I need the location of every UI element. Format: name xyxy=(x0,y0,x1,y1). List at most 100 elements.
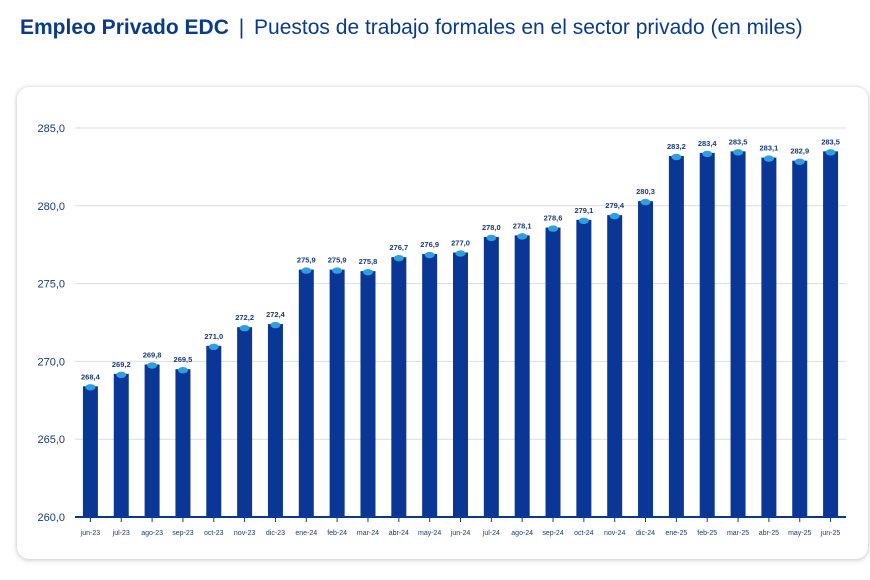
bar xyxy=(422,254,438,517)
y-tick-label: 260,0 xyxy=(37,512,65,524)
bar xyxy=(82,386,98,517)
data-label: 283,2 xyxy=(667,142,686,151)
x-tick-label: mar-24 xyxy=(357,530,379,537)
x-tick-label: feb-24 xyxy=(327,530,347,537)
data-label: 279,4 xyxy=(605,201,625,210)
bar-marker xyxy=(640,198,651,206)
bar-marker xyxy=(671,153,682,161)
x-tick-label: jul-23 xyxy=(112,530,130,537)
bar-marker xyxy=(702,150,713,158)
data-label: 275,9 xyxy=(328,256,347,265)
bar-marker xyxy=(763,155,774,162)
bar xyxy=(576,219,592,517)
bar xyxy=(823,151,839,517)
data-label: 282,9 xyxy=(790,147,809,156)
data-label: 269,2 xyxy=(112,360,131,369)
data-label: 280,3 xyxy=(636,187,655,196)
bar-marker xyxy=(332,267,343,274)
bar-marker xyxy=(455,250,466,257)
x-tick-label: may-24 xyxy=(418,530,441,537)
data-label: 269,5 xyxy=(174,355,193,364)
bar xyxy=(668,156,684,517)
bar-marker xyxy=(85,384,96,391)
x-tick-label: ago-23 xyxy=(141,530,163,537)
title-rest: Puestos de trabajo formales en el sector… xyxy=(254,16,803,39)
bar-marker xyxy=(424,251,435,259)
data-label: 278,1 xyxy=(513,221,532,230)
data-label: 283,5 xyxy=(729,137,748,146)
bar xyxy=(175,369,191,517)
y-tick-label: 285,0 xyxy=(37,123,65,135)
data-label: 279,1 xyxy=(574,206,593,215)
bar xyxy=(792,160,808,517)
data-label: 275,9 xyxy=(297,256,316,265)
data-label: 272,2 xyxy=(235,313,254,322)
x-tick-label: dic-23 xyxy=(266,530,285,537)
data-label: 269,8 xyxy=(143,351,162,360)
data-label: 283,1 xyxy=(760,144,779,153)
data-label: 268,4 xyxy=(81,372,101,381)
bar xyxy=(391,257,407,517)
data-label: 275,8 xyxy=(359,257,378,266)
bar-marker xyxy=(733,149,744,156)
bar xyxy=(237,327,253,517)
data-label: 277,0 xyxy=(451,238,470,247)
bar xyxy=(761,157,777,517)
bar-marker xyxy=(609,212,620,220)
bar-marker xyxy=(270,321,281,329)
x-tick-label: may-25 xyxy=(788,530,811,537)
bar xyxy=(730,151,746,517)
y-tick-label: 270,0 xyxy=(37,356,65,368)
bar xyxy=(699,152,715,517)
bar-marker xyxy=(147,362,158,369)
bar-marker xyxy=(578,217,589,225)
title-separator: | xyxy=(238,16,245,39)
title-bold: Empleo Privado EDC xyxy=(20,16,229,39)
bar xyxy=(453,252,468,518)
bar-marker xyxy=(362,268,373,276)
x-tick-label: abr-24 xyxy=(389,530,409,537)
bar xyxy=(267,324,283,517)
x-tick-label: jun-25 xyxy=(820,530,841,537)
bar-marker xyxy=(517,233,528,240)
bar-marker xyxy=(239,324,250,332)
y-tick-label: 280,0 xyxy=(37,201,65,213)
bar-marker xyxy=(794,158,805,165)
x-tick-label: mar-25 xyxy=(727,530,749,537)
x-tick-label: jul-24 xyxy=(482,530,500,537)
x-tick-label: jun-24 xyxy=(450,530,471,537)
data-label: 271,0 xyxy=(204,332,223,341)
x-tick-label: dic-24 xyxy=(636,530,655,537)
bar xyxy=(545,227,561,518)
page-title: Empleo Privado EDC | Puestos de trabajo … xyxy=(20,16,803,40)
bar-marker xyxy=(177,366,188,374)
bar-marker xyxy=(825,149,836,156)
bar xyxy=(483,236,499,518)
bar xyxy=(298,269,314,517)
bar xyxy=(329,269,345,517)
x-tick-label: ago-24 xyxy=(511,530,533,537)
bar xyxy=(113,373,129,517)
data-label: 272,4 xyxy=(266,310,286,319)
bar xyxy=(206,345,222,517)
x-tick-label: sep-24 xyxy=(542,530,564,537)
data-label: 278,6 xyxy=(544,214,563,223)
bar-marker xyxy=(301,267,312,274)
bar-marker xyxy=(393,254,404,262)
bar xyxy=(607,215,623,518)
bar-marker xyxy=(548,225,559,232)
data-label: 276,7 xyxy=(389,243,408,252)
y-tick-label: 275,0 xyxy=(37,279,65,291)
x-tick-label: feb-25 xyxy=(697,530,717,537)
bar xyxy=(360,271,376,517)
x-tick-label: jun-23 xyxy=(80,530,101,537)
x-tick-label: abr-25 xyxy=(759,530,779,537)
data-label: 276,9 xyxy=(420,240,439,249)
bar xyxy=(144,364,160,517)
bar-marker xyxy=(116,371,127,379)
x-tick-label: sep-23 xyxy=(172,530,194,537)
bar-marker xyxy=(486,234,497,242)
data-label: 283,4 xyxy=(698,139,718,148)
data-label: 278,0 xyxy=(482,223,501,232)
